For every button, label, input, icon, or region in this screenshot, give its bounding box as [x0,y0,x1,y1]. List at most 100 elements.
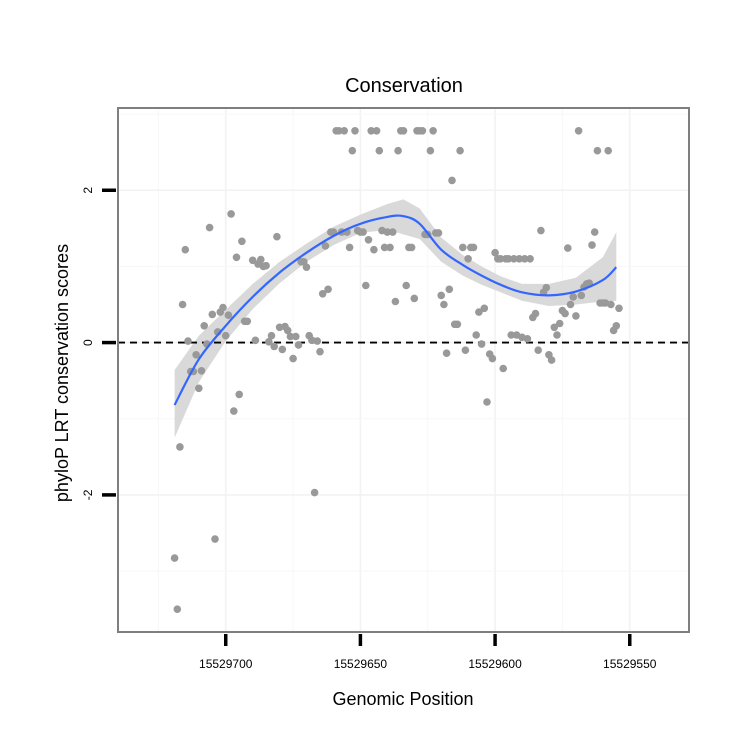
data-point [243,317,252,326]
data-point [372,127,381,135]
data-point [488,354,497,363]
data-point [302,263,311,272]
data-point [469,243,478,252]
data-point [537,226,545,235]
y-tick-label: 0 [81,339,95,346]
confidence-band-layer [174,199,617,438]
data-point [448,176,456,185]
panel-border [117,107,690,633]
panel-border-layer [117,107,690,633]
data-point [362,281,370,290]
data-point [340,127,349,135]
data-point [313,337,322,345]
data-point [211,535,219,543]
data-point [235,390,243,399]
data-point [318,290,327,298]
data-point [388,228,397,236]
data-point [270,342,279,351]
data-point [534,346,542,355]
data-point [208,310,217,319]
data-point [504,254,513,263]
data-point [553,331,561,339]
data-point [612,322,621,330]
data-point [257,255,265,264]
data-point [577,291,586,300]
data-point [192,351,200,359]
data-point [359,228,367,236]
gridlines [118,108,689,632]
data-point [399,127,408,135]
smooth-fit-line [173,214,618,406]
data-point [367,127,376,135]
plot-panel [118,108,689,632]
x-tick-label: 15529600 [468,657,522,671]
data-point [507,331,515,339]
data-point [251,336,260,345]
data-point [294,341,303,349]
data-point [310,488,319,497]
data-point [531,309,540,318]
data-point [593,146,602,155]
data-point [590,228,599,236]
data-point [604,146,612,155]
data-point [265,338,273,346]
smooth-line-layer [173,214,618,406]
data-point [197,367,206,375]
data-point [394,146,402,155]
data-point [351,127,359,135]
y-tick-label: 2 [81,187,95,194]
data-point [383,228,392,236]
data-point [278,345,287,354]
x-axis-label: Genomic Position [332,689,473,709]
data-point [391,297,400,306]
confidence-band [174,199,617,438]
data-point [335,127,343,135]
data-point [292,332,300,341]
data-point [238,237,246,246]
y-tick-label: -2 [81,489,95,500]
data-point [321,242,330,250]
data-point [267,331,276,340]
data-point [526,254,534,263]
data-point [181,245,190,254]
data-point [402,281,411,290]
data-point [232,253,241,262]
data-point [410,294,419,303]
panel-background [118,108,689,632]
data-point [477,340,486,348]
chart-title: Conservation [345,75,463,97]
data-point [364,236,373,244]
data-point [184,337,192,345]
data-point [459,243,467,252]
data-point [561,309,569,318]
x-tick-label: 15529550 [603,657,657,671]
data-point [480,304,489,313]
data-point [499,364,508,373]
data-point [316,347,324,356]
data-point [555,319,564,328]
y-axis-label: phyloP LRT conservation scores [52,244,72,502]
data-point [418,127,427,135]
data-point [442,349,451,358]
data-point [219,303,227,312]
data-point [550,323,559,332]
data-point [273,232,281,241]
data-point [426,146,435,155]
data-point [515,254,524,263]
data-point [173,605,182,613]
data-point [248,256,257,265]
data-point [588,241,596,249]
data-point [178,300,187,309]
data-point [348,146,357,155]
y-axis: -2 0 2 [81,187,116,500]
x-tick-label: 15529700 [199,657,253,671]
data-point [370,245,378,254]
data-point [453,320,462,329]
data-point [607,300,615,309]
data-point [375,146,384,155]
data-point [283,326,292,335]
data-point [324,285,332,294]
data-point [195,384,203,393]
data-point [205,223,214,232]
